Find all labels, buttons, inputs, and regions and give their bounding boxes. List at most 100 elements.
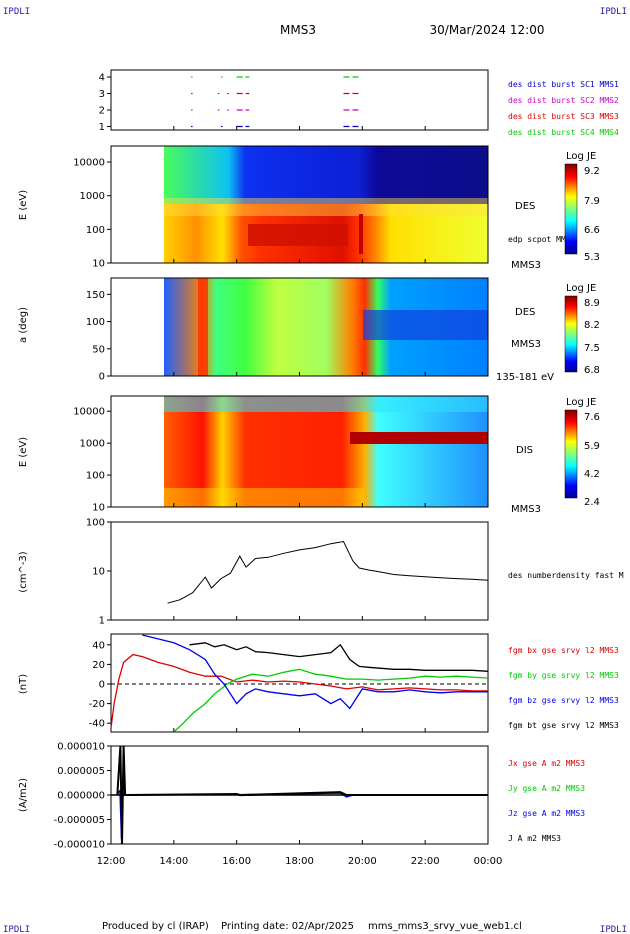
dis-energy-colorbar <box>564 409 578 499</box>
bfield-legend-entry: fgm by gse srvy l2 MMS3 <box>508 671 619 680</box>
des-pitch-right-label-3: 135-181 eV <box>496 372 554 383</box>
y-tick-label: 0.000000 <box>57 791 105 802</box>
des-pitch-y-axis: 150 100 50 0 <box>86 290 111 383</box>
current-ylabel: (A/m2) <box>18 778 29 812</box>
bfield-series-line <box>110 653 488 729</box>
des-pitch-cbar-tick: 7.5 <box>584 343 600 354</box>
panel-dis-energy: 10000 1000 100 10 E (eV) DIS MMS3 Log JE 7.… <box>18 395 600 515</box>
des-energy-right-label-1: DES <box>515 201 535 212</box>
y-tick-label: 3 <box>99 89 105 100</box>
des-pitch-right-label-1: DES <box>515 307 535 318</box>
des-energy-ylabel: E (eV) <box>18 190 29 220</box>
footer-printing-date: Printing date: 02/Apr/2025 <box>221 921 354 932</box>
des-pitch-heatmap-stripe <box>198 278 208 376</box>
spacecraft-title: MMS3 <box>280 23 316 37</box>
density-y-axis: 100 10 1 <box>86 518 111 627</box>
y-tick-label: 10 <box>92 567 105 578</box>
burst-legend: des dist burst SC1 MMS1 des dist burst SC… <box>508 80 619 137</box>
des-pitch-cbar-tick: 8.2 <box>584 320 600 331</box>
des-pitch-cbar-tick: 8.9 <box>584 298 600 309</box>
dis-energy-cbar-tick: 2.4 <box>584 497 600 508</box>
density-ylabel: (cm^-3) <box>18 551 29 592</box>
y-tick-label: 1 <box>99 122 105 133</box>
y-tick-label: 0.000005 <box>57 766 105 777</box>
panel-density: 100 10 1 (cm^-3) des numberdensity fast M <box>18 518 624 627</box>
des-pitch-heatmap-band <box>363 310 488 340</box>
burst-marks <box>191 76 360 128</box>
y-tick-label: 10 <box>92 503 105 514</box>
des-energy-heatmap-mid <box>164 198 488 216</box>
time-axis: 12:00 14:00 16:00 18:00 20:00 22:00 00:00 <box>97 126 503 867</box>
des-energy-y-axis: 10000 1000 100 10 <box>73 158 111 270</box>
panel-des-pitch: 150 100 50 0 a (deg) DES MMS3 135-181 eV Lo… <box>18 277 600 383</box>
dis-energy-ylabel: E (eV) <box>18 437 29 467</box>
x-tick-label: 16:00 <box>222 856 251 867</box>
des-pitch-right-label-2: MMS3 <box>511 339 541 350</box>
des-pitch-colorbar <box>564 295 578 373</box>
des-energy-colorbar <box>564 163 578 255</box>
dis-energy-heatmap-band <box>350 432 488 444</box>
y-tick-label: 40 <box>92 640 105 651</box>
corner-label-top-right: IPDLI <box>600 7 627 17</box>
des-pitch-cbar-tick: 6.8 <box>584 365 600 376</box>
corner-label-bottom-left: IPDLI <box>3 925 30 934</box>
y-tick-label: 150 <box>86 290 105 301</box>
y-tick-label: 50 <box>92 344 105 355</box>
dis-energy-cbar-tick: 5.9 <box>584 441 600 452</box>
current-lines <box>111 745 488 845</box>
burst-legend-entry: des dist burst SC2 MMS2 <box>508 96 619 105</box>
y-tick-label: 100 <box>86 225 105 236</box>
y-tick-label: 0.000010 <box>57 742 105 753</box>
y-tick-label: 2 <box>99 106 105 117</box>
y-tick-label: 0 <box>99 680 105 691</box>
y-tick-label: 20 <box>92 660 105 671</box>
dis-energy-right-label-1: DIS <box>516 445 533 456</box>
x-tick-label: 22:00 <box>411 856 440 867</box>
y-tick-label: 10000 <box>73 158 105 169</box>
density-lines <box>167 540 489 604</box>
burst-legend-entry: des dist burst SC4 MMS4 <box>508 128 619 137</box>
bfield-legend: fgm bx gse srvy l2 MMS3 fgm by gse srvy l… <box>508 646 619 730</box>
y-tick-label: -40 <box>89 719 105 730</box>
current-y-axis: 0.000010 0.000005 0.000000 -0.000005 -0.0000… <box>54 742 111 851</box>
bfield-ylabel: (nT) <box>18 674 29 694</box>
corner-label-top-left: IPDLI <box>3 7 30 17</box>
y-tick-label: -20 <box>89 699 105 710</box>
dis-energy-right-label-2: MMS3 <box>511 504 541 515</box>
dis-energy-cbar-tick: 7.6 <box>584 412 600 423</box>
x-tick-label: 14:00 <box>159 856 188 867</box>
bfield-lines <box>110 634 489 733</box>
des-energy-heatmap-high <box>164 146 488 204</box>
bfield-series-line <box>189 642 489 672</box>
y-tick-label: -0.000005 <box>54 815 105 826</box>
current-legend-entry: J A m2 MMS3 <box>508 834 561 843</box>
panel-des-energy: 10000 1000 100 10 E (eV) DES edp scpot MMS3… <box>18 145 600 271</box>
y-tick-label: 100 <box>86 317 105 328</box>
y-tick-label: 10000 <box>73 407 105 418</box>
corner-label-bottom-right: IPDLI <box>600 925 627 934</box>
des-energy-cbar-tick: 6.6 <box>584 225 600 236</box>
burst-legend-entry: des dist burst SC3 MMS3 <box>508 112 619 121</box>
dis-energy-heatmap <box>164 396 488 507</box>
burst-legend-entry: des dist burst SC1 MMS1 <box>508 80 619 89</box>
des-energy-colorbar-label: Log JE <box>566 151 596 162</box>
des-pitch-colorbar-label: Log JE <box>566 283 596 294</box>
y-tick-label: 1 <box>99 616 105 627</box>
y-tick-label: 4 <box>99 73 105 84</box>
y-tick-label: 1000 <box>80 439 105 450</box>
des-energy-heatmap-band <box>248 224 348 246</box>
x-tick-label: 00:00 <box>474 856 503 867</box>
bfield-legend-entry: fgm bz gse srvy l2 MMS3 <box>508 696 619 705</box>
y-tick-label: 0 <box>99 372 105 383</box>
density-series-line <box>167 540 489 604</box>
burst-y-axis: 4 3 2 1 <box>99 73 111 133</box>
x-tick-label: 20:00 <box>348 856 377 867</box>
des-energy-cbar-tick: 9.2 <box>584 166 600 177</box>
bfield-series-line <box>173 668 489 733</box>
x-tick-label: 18:00 <box>285 856 314 867</box>
y-tick-label: 100 <box>86 471 105 482</box>
dis-energy-heatmap-low <box>164 488 364 507</box>
y-tick-label: 1000 <box>80 191 105 202</box>
